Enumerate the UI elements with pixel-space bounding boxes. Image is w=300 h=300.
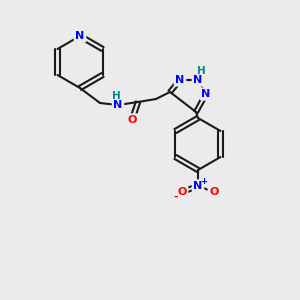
Text: O: O — [209, 187, 219, 197]
Text: O: O — [127, 115, 137, 125]
Text: N: N — [201, 89, 211, 99]
Text: O: O — [177, 187, 187, 197]
Text: N: N — [75, 31, 85, 41]
Text: -: - — [174, 192, 178, 202]
Text: H: H — [112, 91, 120, 101]
Text: N: N — [194, 75, 202, 85]
Text: N: N — [113, 100, 123, 110]
Text: +: + — [200, 176, 208, 185]
Text: N: N — [194, 181, 202, 191]
Text: H: H — [196, 66, 206, 76]
Text: N: N — [176, 75, 184, 85]
